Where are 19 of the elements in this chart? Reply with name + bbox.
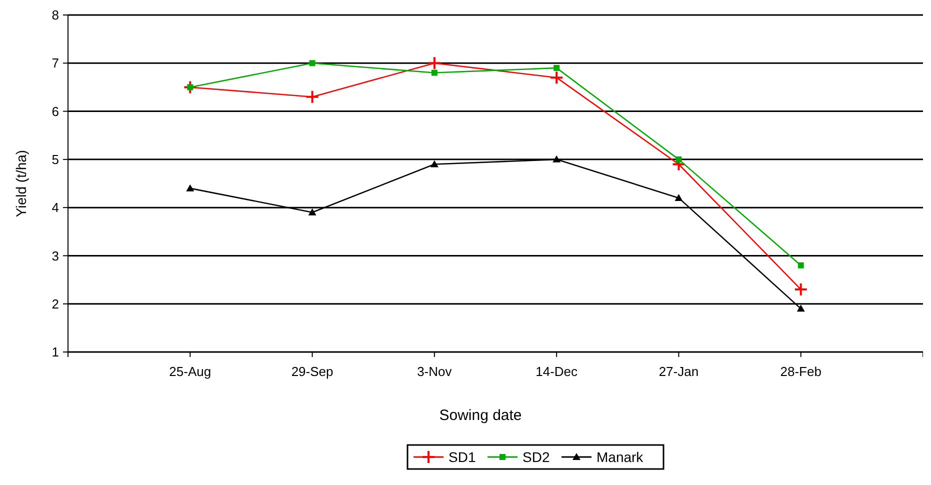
x-tick-label: 3-Nov — [417, 364, 452, 379]
x-tick-label: 27-Jan — [658, 364, 699, 379]
y-axis-title: Yield (t/ha) — [13, 150, 29, 218]
x-tick-label: 25-Aug — [169, 364, 212, 379]
legend-label: SD1 — [448, 448, 476, 465]
y-tick-label: 2 — [52, 296, 59, 312]
y-tick-label: 7 — [52, 56, 59, 71]
legend-label: SD2 — [522, 448, 550, 465]
x-tick-label: 14-Dec — [536, 364, 578, 379]
x-tick-label: 28-Feb — [780, 364, 822, 379]
y-tick-label: 8 — [52, 8, 59, 23]
y-tick-label: 6 — [52, 104, 59, 119]
y-tick-label: 4 — [52, 200, 59, 216]
y-tick-label: 3 — [52, 248, 59, 264]
x-axis-title: Sowing date — [439, 407, 522, 424]
y-tick-label: 5 — [52, 152, 59, 167]
y-tick-label: 1 — [52, 344, 59, 360]
x-tick-label: 29-Sep — [291, 364, 334, 379]
legend-label: Manark — [596, 448, 644, 465]
